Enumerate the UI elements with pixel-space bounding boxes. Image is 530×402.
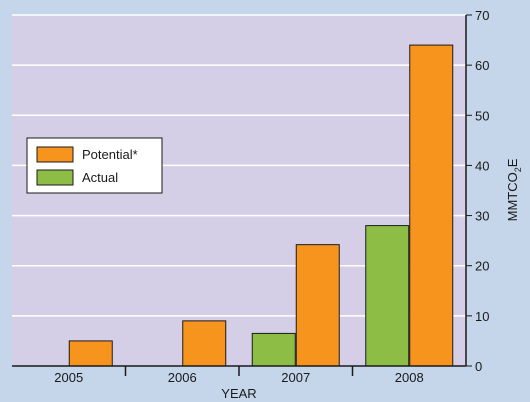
legend-swatch-actual: [36, 169, 74, 186]
y-tick-label-70: 70: [475, 8, 489, 23]
x-ticks: 2005 2006 2007 2008: [54, 366, 424, 385]
y-axis-label-main: MMTCO: [505, 172, 520, 221]
y-axis-label-sub: 2: [513, 167, 523, 172]
x-tick-label-2006: 2006: [168, 370, 197, 385]
y-tick-label-60: 60: [475, 58, 489, 73]
bar-actual-2007: [251, 332, 296, 367]
y-tick-label-0: 0: [475, 359, 482, 374]
legend: Potential* Actual: [26, 137, 163, 194]
x-tick-label-2007: 2007: [281, 370, 310, 385]
x-tick-label-2008: 2008: [395, 370, 424, 385]
y-ticks: 0 10 20 30 40 50 60 70: [466, 8, 489, 374]
legend-label-actual: Actual: [82, 170, 118, 185]
y-axis-label-suffix: E: [505, 158, 520, 167]
bar-potential-2007: [295, 244, 340, 367]
y-tick-label-30: 30: [475, 209, 489, 224]
y-tick-label-50: 50: [475, 108, 489, 123]
y-tick-label-20: 20: [475, 259, 489, 274]
legend-swatch-potential: [36, 146, 74, 163]
y-tick-label-40: 40: [475, 158, 489, 173]
y-axis-label: MMTCO2E: [505, 158, 523, 221]
bar-potential-2008: [409, 44, 454, 367]
legend-label-potential: Potential*: [82, 147, 138, 162]
x-axis-label: YEAR: [221, 386, 256, 401]
bar-actual-2008: [365, 225, 410, 367]
bar-potential-2006: [182, 320, 227, 367]
x-tick-label-2005: 2005: [54, 370, 83, 385]
y-tick-label-10: 10: [475, 309, 489, 324]
bar-potential-2005: [68, 340, 113, 367]
